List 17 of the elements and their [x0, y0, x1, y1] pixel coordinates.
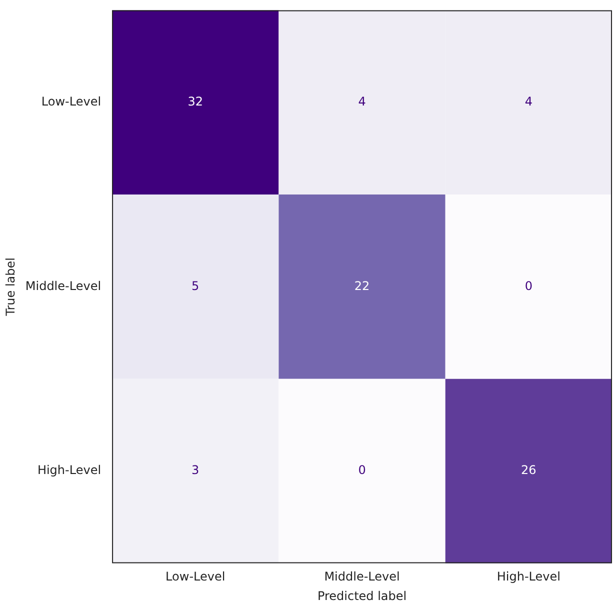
x-tick-label: Middle-Level	[324, 570, 400, 584]
data-label: 4	[524, 94, 532, 108]
y-axis-title: True label	[3, 258, 18, 317]
data-label: 26	[521, 463, 536, 478]
x-tick-label: Low-Level	[166, 570, 226, 584]
data-label: 5	[192, 278, 200, 293]
data-label: 22	[354, 278, 370, 293]
x-axis-title: Predicted label	[317, 588, 407, 603]
y-tick-label: Middle-Level	[25, 278, 102, 293]
data-label: 0	[358, 463, 366, 478]
data-label: 4	[358, 94, 366, 108]
y-tick-label: High-Level	[37, 463, 102, 478]
y-tick-label: Low-Level	[41, 94, 102, 108]
data-label: 32	[188, 94, 204, 108]
x-tick-label: High-Level	[496, 570, 560, 584]
data-label: 3	[192, 463, 200, 478]
data-label: 0	[524, 278, 532, 293]
